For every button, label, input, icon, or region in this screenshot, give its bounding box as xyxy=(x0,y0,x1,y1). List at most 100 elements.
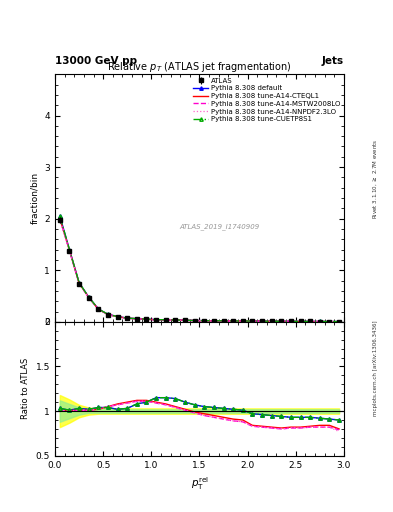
Pythia 8.308 tune-A14-CTEQL1 xyxy=(77,280,81,286)
Pythia 8.308 tune-A14-NNPDF2.3LO xyxy=(115,314,120,320)
Pythia 8.308 tune-A14-MSTW2008LO xyxy=(337,318,342,325)
Pythia 8.308 tune-CUETP8S1 xyxy=(269,318,274,324)
Pythia 8.308 tune-CUETP8S1 xyxy=(241,318,245,324)
Pythia 8.308 tune-A14-MSTW2008LO xyxy=(288,318,293,325)
Pythia 8.308 tune-CUETP8S1 xyxy=(337,318,342,325)
Title: Relative $p_T$ (ATLAS jet fragmentation): Relative $p_T$ (ATLAS jet fragmentation) xyxy=(107,60,292,74)
Pythia 8.308 default xyxy=(211,317,216,324)
Pythia 8.308 default xyxy=(308,318,312,325)
Pythia 8.308 tune-CUETP8S1 xyxy=(308,318,312,325)
Pythia 8.308 tune-A14-CTEQL1 xyxy=(221,318,226,324)
Text: Jets: Jets xyxy=(322,56,344,66)
Pythia 8.308 tune-A14-NNPDF2.3LO xyxy=(241,318,245,324)
Pythia 8.308 tune-A14-CTEQL1 xyxy=(241,318,245,324)
Pythia 8.308 tune-A14-CTEQL1 xyxy=(163,317,168,323)
Pythia 8.308 default xyxy=(144,316,149,322)
Pythia 8.308 tune-A14-NNPDF2.3LO xyxy=(279,318,284,325)
Line: Pythia 8.308 tune-A14-MSTW2008LO: Pythia 8.308 tune-A14-MSTW2008LO xyxy=(60,219,339,322)
Line: Pythia 8.308 default: Pythia 8.308 default xyxy=(58,215,341,323)
Pythia 8.308 default xyxy=(106,311,110,317)
Pythia 8.308 tune-A14-CTEQL1 xyxy=(250,318,255,324)
Pythia 8.308 tune-A14-MSTW2008LO xyxy=(211,318,216,324)
Pythia 8.308 tune-A14-NNPDF2.3LO xyxy=(288,318,293,325)
Pythia 8.308 tune-A14-CTEQL1 xyxy=(327,318,332,325)
Pythia 8.308 tune-A14-CTEQL1 xyxy=(211,318,216,324)
Legend: ATLAS, Pythia 8.308 default, Pythia 8.308 tune-A14-CTEQL1, Pythia 8.308 tune-A14: ATLAS, Pythia 8.308 default, Pythia 8.30… xyxy=(191,76,342,124)
Pythia 8.308 tune-CUETP8S1 xyxy=(86,294,91,300)
Pythia 8.308 tune-A14-NNPDF2.3LO xyxy=(67,248,72,254)
Pythia 8.308 default xyxy=(154,316,158,323)
Pythia 8.308 default xyxy=(125,315,130,321)
Pythia 8.308 tune-A14-CTEQL1 xyxy=(154,316,158,323)
Pythia 8.308 tune-A14-NNPDF2.3LO xyxy=(77,281,81,287)
Pythia 8.308 tune-A14-MSTW2008LO xyxy=(221,318,226,324)
Pythia 8.308 tune-A14-CTEQL1 xyxy=(260,318,264,324)
Pythia 8.308 tune-A14-CTEQL1 xyxy=(57,216,62,222)
Pythia 8.308 tune-CUETP8S1 xyxy=(163,317,168,323)
Pythia 8.308 tune-CUETP8S1 xyxy=(279,318,284,324)
Pythia 8.308 tune-A14-CTEQL1 xyxy=(125,315,130,322)
Pythia 8.308 tune-A14-CTEQL1 xyxy=(192,317,197,324)
Pythia 8.308 default xyxy=(173,317,178,323)
Pythia 8.308 tune-A14-MSTW2008LO xyxy=(318,318,322,325)
Pythia 8.308 tune-A14-MSTW2008LO xyxy=(115,314,120,320)
Pythia 8.308 tune-CUETP8S1 xyxy=(192,317,197,324)
Pythia 8.308 tune-A14-MSTW2008LO xyxy=(134,316,139,322)
Text: Rivet 3.1.10, $\geq$ 2.7M events: Rivet 3.1.10, $\geq$ 2.7M events xyxy=(371,139,379,220)
Pythia 8.308 default xyxy=(241,318,245,324)
Pythia 8.308 tune-A14-NNPDF2.3LO xyxy=(337,318,342,325)
Pythia 8.308 tune-A14-CTEQL1 xyxy=(288,318,293,325)
Pythia 8.308 tune-A14-NNPDF2.3LO xyxy=(86,294,91,301)
Pythia 8.308 tune-A14-NNPDF2.3LO xyxy=(202,317,207,324)
Pythia 8.308 default xyxy=(192,317,197,324)
Pythia 8.308 tune-A14-NNPDF2.3LO xyxy=(154,317,158,323)
Pythia 8.308 tune-A14-MSTW2008LO xyxy=(163,317,168,323)
Pythia 8.308 tune-A14-NNPDF2.3LO xyxy=(231,318,235,324)
Pythia 8.308 tune-CUETP8S1 xyxy=(211,317,216,324)
Pythia 8.308 tune-A14-CTEQL1 xyxy=(96,306,101,312)
Pythia 8.308 tune-CUETP8S1 xyxy=(173,317,178,323)
Pythia 8.308 tune-CUETP8S1 xyxy=(183,317,187,323)
Pythia 8.308 tune-A14-MSTW2008LO xyxy=(86,294,91,301)
Pythia 8.308 tune-A14-CTEQL1 xyxy=(86,294,91,301)
Pythia 8.308 tune-A14-MSTW2008LO xyxy=(144,316,149,323)
Pythia 8.308 tune-A14-NNPDF2.3LO xyxy=(308,318,312,325)
Text: 13000 GeV pp: 13000 GeV pp xyxy=(55,56,137,66)
Pythia 8.308 tune-A14-MSTW2008LO xyxy=(96,306,101,312)
Pythia 8.308 tune-A14-CTEQL1 xyxy=(318,318,322,325)
Pythia 8.308 tune-A14-CTEQL1 xyxy=(337,318,342,325)
Pythia 8.308 tune-A14-NNPDF2.3LO xyxy=(106,312,110,318)
Pythia 8.308 tune-CUETP8S1 xyxy=(115,313,120,319)
Pythia 8.308 tune-A14-CTEQL1 xyxy=(231,318,235,324)
Pythia 8.308 tune-A14-NNPDF2.3LO xyxy=(211,318,216,324)
Pythia 8.308 default xyxy=(231,318,235,324)
Pythia 8.308 tune-A14-CTEQL1 xyxy=(173,317,178,323)
Pythia 8.308 tune-CUETP8S1 xyxy=(288,318,293,325)
Pythia 8.308 tune-CUETP8S1 xyxy=(96,306,101,312)
Pythia 8.308 default xyxy=(67,247,72,253)
Pythia 8.308 tune-A14-CTEQL1 xyxy=(183,317,187,324)
Pythia 8.308 tune-A14-MSTW2008LO xyxy=(308,318,312,325)
Text: mcplots.cern.ch [arXiv:1306.3436]: mcplots.cern.ch [arXiv:1306.3436] xyxy=(373,321,378,416)
Pythia 8.308 default xyxy=(115,313,120,319)
Pythia 8.308 tune-A14-MSTW2008LO xyxy=(241,318,245,324)
Pythia 8.308 tune-A14-MSTW2008LO xyxy=(154,317,158,323)
Pythia 8.308 tune-A14-NNPDF2.3LO xyxy=(269,318,274,325)
Pythia 8.308 tune-CUETP8S1 xyxy=(67,247,72,253)
Pythia 8.308 default xyxy=(260,318,264,324)
Pythia 8.308 default xyxy=(221,318,226,324)
Pythia 8.308 default xyxy=(279,318,284,324)
Pythia 8.308 tune-A14-NNPDF2.3LO xyxy=(134,316,139,322)
Pythia 8.308 tune-A14-CTEQL1 xyxy=(144,316,149,323)
Pythia 8.308 tune-A14-MSTW2008LO xyxy=(298,318,303,325)
Pythia 8.308 tune-A14-MSTW2008LO xyxy=(231,318,235,324)
X-axis label: $p_\mathrm{T}^\mathrm{rel}$: $p_\mathrm{T}^\mathrm{rel}$ xyxy=(191,475,208,492)
Pythia 8.308 tune-A14-NNPDF2.3LO xyxy=(192,317,197,324)
Pythia 8.308 tune-A14-NNPDF2.3LO xyxy=(260,318,264,325)
Pythia 8.308 tune-A14-CTEQL1 xyxy=(279,318,284,325)
Pythia 8.308 default xyxy=(318,318,322,325)
Line: Pythia 8.308 tune-A14-CTEQL1: Pythia 8.308 tune-A14-CTEQL1 xyxy=(60,219,339,322)
Pythia 8.308 tune-CUETP8S1 xyxy=(250,318,255,324)
Pythia 8.308 tune-A14-NNPDF2.3LO xyxy=(221,318,226,324)
Pythia 8.308 tune-CUETP8S1 xyxy=(57,213,62,219)
